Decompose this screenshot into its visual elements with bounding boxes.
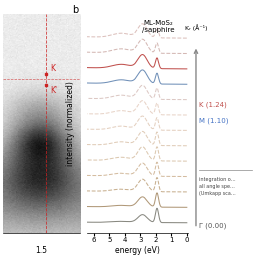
Y-axis label: intensity (normalized): intensity (normalized) [66,81,75,166]
Text: integration o…
all angle spe…
(Umkapp sca…: integration o… all angle spe… (Umkapp sc… [199,177,236,196]
Text: K': K' [50,86,57,95]
Text: M (1.10): M (1.10) [199,117,229,124]
Text: Γ (0.00): Γ (0.00) [199,222,227,229]
Text: b: b [72,5,79,15]
Text: K: K [50,64,55,73]
Text: 1.5: 1.5 [35,246,48,255]
Text: K (1.24): K (1.24) [199,102,227,108]
X-axis label: energy (eV): energy (eV) [116,246,160,255]
Text: Kᵣ (Å⁻¹): Kᵣ (Å⁻¹) [185,24,207,31]
Text: ML-MoS₂
/sapphire: ML-MoS₂ /sapphire [142,20,174,34]
